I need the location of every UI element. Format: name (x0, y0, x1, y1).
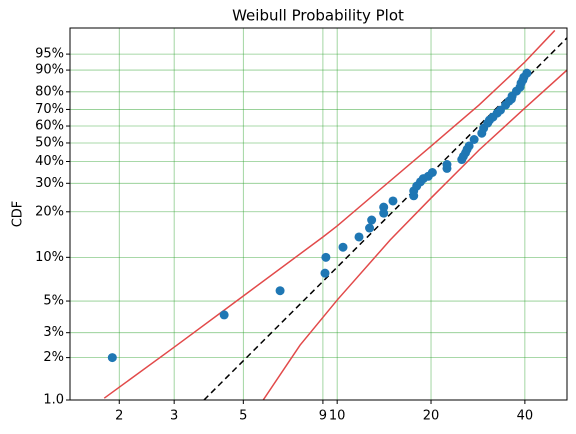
data-point (275, 286, 285, 296)
x-tick-label: 40 (517, 409, 534, 424)
data-point (365, 223, 375, 233)
x-tick-label: 3 (170, 409, 178, 424)
data-point (427, 167, 437, 177)
data-point (107, 353, 117, 363)
confidence-bound (103, 29, 556, 399)
y-tick-label: 50% (35, 135, 64, 150)
y-tick-label: 80% (35, 84, 64, 99)
y-tick-label: 3% (43, 325, 64, 340)
chart-title: Weibull Probability Plot (232, 7, 404, 25)
x-tick-label: 10 (329, 409, 346, 424)
y-tick-label: 90% (35, 63, 64, 78)
y-tick-label: 95% (35, 47, 64, 62)
data-point (354, 232, 364, 242)
data-point (219, 310, 229, 320)
data-point (321, 252, 331, 262)
fit-line (203, 37, 567, 400)
data-point (338, 242, 348, 252)
y-tick-label: 1.0 (43, 393, 64, 408)
y-tick-label: 70% (35, 102, 64, 117)
plot-frame (69, 27, 568, 401)
y-tick-label: 30% (35, 176, 64, 191)
confidence-bound (262, 69, 567, 400)
data-point (379, 202, 389, 212)
y-tick-label: 20% (35, 204, 64, 219)
data-point (442, 160, 452, 170)
data-point (464, 141, 474, 151)
y-tick-label: 2% (43, 350, 64, 365)
x-tick-label: 5 (239, 409, 247, 424)
y-tick-label: 5% (43, 294, 64, 309)
y-tick-label: 40% (35, 154, 64, 169)
x-tick-label: 20 (423, 409, 440, 424)
y-axis-label: CDF (11, 201, 26, 228)
x-tick-label: 9 (319, 409, 327, 424)
y-tick-label: 60% (35, 119, 64, 134)
y-tick-label: 10% (35, 250, 64, 265)
x-tick-label: 2 (115, 409, 123, 424)
data-point (367, 215, 377, 225)
data-point (522, 68, 532, 78)
data-point (388, 196, 398, 206)
data-point (320, 268, 330, 278)
data-point (469, 134, 479, 144)
